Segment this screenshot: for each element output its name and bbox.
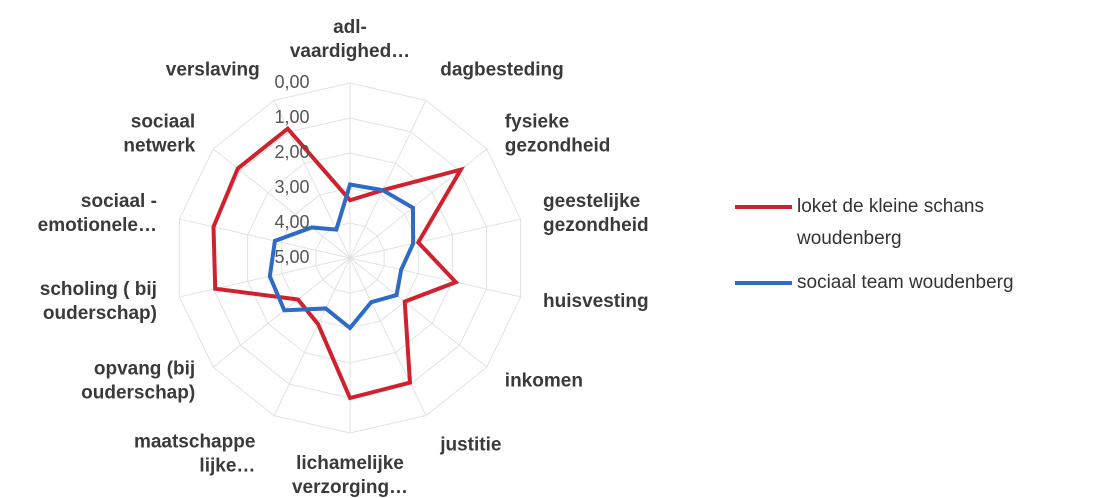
spoke xyxy=(349,257,427,416)
category-label: adl-vaardighed… xyxy=(290,17,410,62)
category-label: opvang (bij ouderschap) xyxy=(81,358,195,403)
y-tick-label: 1,00 xyxy=(274,107,309,127)
category-label: geestelijke gezondheid xyxy=(543,191,649,236)
spoke xyxy=(273,100,351,259)
spoke xyxy=(349,257,521,298)
category-label: verslaving xyxy=(166,60,260,81)
y-tick-label: 5,00 xyxy=(274,247,309,267)
y-tick-label: 4,00 xyxy=(274,212,309,232)
legend-label: loket de kleine schans woudenberg xyxy=(796,196,984,249)
spoke xyxy=(179,257,351,298)
category-label: sociaal -emotionele… xyxy=(38,191,157,236)
y-tick-label: 2,00 xyxy=(274,142,309,162)
spoke xyxy=(349,100,427,259)
category-label: dagbesteding xyxy=(440,60,564,81)
spoke xyxy=(349,257,488,368)
series-line xyxy=(267,182,416,331)
category-label: lichamelijke verzorging… xyxy=(292,453,408,498)
category-label: justitie xyxy=(439,434,501,455)
category-label: inkomen xyxy=(505,370,583,391)
category-label: scholing ( bij ouderschap) xyxy=(40,279,157,324)
legend-label: sociaal team woudenberg xyxy=(797,272,1014,293)
category-label: huisvesting xyxy=(543,291,649,312)
y-tick-label: 3,00 xyxy=(274,177,309,197)
y-tick-label: 0,00 xyxy=(274,72,309,92)
category-label: sociaal netwerk xyxy=(123,112,195,157)
category-label: fysieke gezondheid xyxy=(505,112,611,157)
category-label: maatschappe lijke… xyxy=(134,431,255,476)
spoke xyxy=(273,257,351,416)
spoke xyxy=(179,218,351,259)
series-line xyxy=(211,125,465,401)
spoke xyxy=(212,148,351,259)
spoke xyxy=(212,257,351,368)
spoke xyxy=(349,218,521,259)
